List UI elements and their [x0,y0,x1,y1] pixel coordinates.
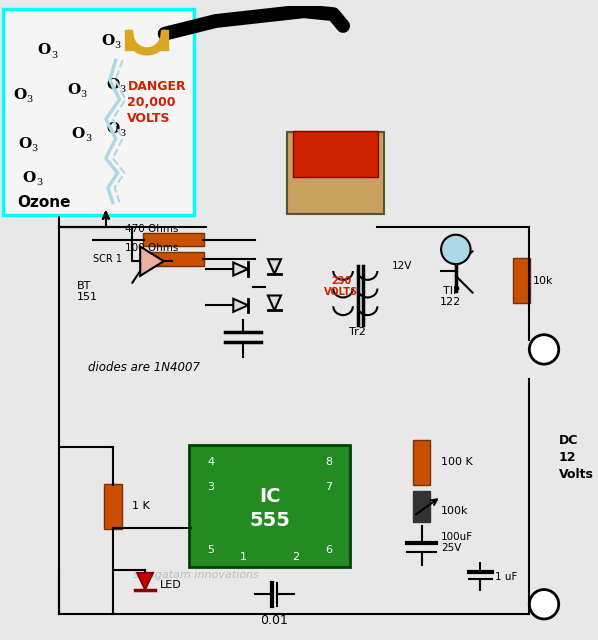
Text: 5: 5 [208,545,214,556]
Text: 12V: 12V [392,261,413,271]
Text: LED: LED [160,580,182,589]
FancyBboxPatch shape [413,440,431,484]
Text: 1 K: 1 K [132,501,150,511]
Text: 3: 3 [114,41,121,50]
Text: O: O [106,122,120,136]
Polygon shape [233,262,248,276]
Polygon shape [137,573,153,589]
FancyBboxPatch shape [287,132,385,214]
Text: Tr2: Tr2 [349,326,366,337]
Text: O: O [106,77,120,92]
Text: DANGER
20,000
VOLTS: DANGER 20,000 VOLTS [127,80,186,125]
Text: 6: 6 [325,545,332,556]
Text: DC
12
Volts: DC 12 Volts [559,434,594,481]
Text: O: O [72,127,85,141]
Circle shape [529,335,559,364]
Text: 0: 0 [539,596,550,612]
Text: 1: 1 [240,552,247,562]
Text: diodes are 1N4007: diodes are 1N4007 [89,360,200,374]
Text: 555: 555 [249,511,290,531]
FancyBboxPatch shape [143,233,204,246]
Text: TIP
122: TIP 122 [440,285,462,307]
FancyBboxPatch shape [293,131,379,177]
Text: 470 Ohms: 470 Ohms [125,224,179,234]
Text: SCR 1: SCR 1 [93,254,122,264]
Text: O: O [101,34,114,47]
Text: 100k: 100k [441,506,469,516]
Text: 4: 4 [207,457,214,467]
Text: +: + [536,340,553,359]
Text: swagatam innovations: swagatam innovations [133,570,259,580]
Polygon shape [140,246,164,276]
FancyBboxPatch shape [143,252,204,266]
Text: O: O [23,171,36,185]
Text: O: O [67,83,80,97]
Text: 3: 3 [36,179,42,188]
Text: 230
VOLTS: 230 VOLTS [324,276,358,298]
Text: O: O [18,136,31,150]
Circle shape [529,589,559,619]
Text: O: O [38,44,51,58]
Text: Ozone: Ozone [18,195,71,210]
Text: 1 uF: 1 uF [495,572,517,582]
Text: 3: 3 [85,134,91,143]
FancyBboxPatch shape [3,9,194,215]
Polygon shape [268,259,281,274]
Polygon shape [268,296,281,310]
Text: 100 Ohms: 100 Ohms [125,243,179,253]
Text: 0.01: 0.01 [261,614,288,627]
Text: 7: 7 [325,482,332,492]
Circle shape [441,235,471,264]
Text: 100uF
25V: 100uF 25V [441,532,473,554]
Text: 10k: 10k [533,276,554,286]
Text: BT
151: BT 151 [77,281,97,302]
Text: O: O [13,88,26,102]
Text: 3: 3 [208,482,214,492]
Text: 3: 3 [26,95,32,104]
Text: IC: IC [259,487,280,506]
FancyBboxPatch shape [104,484,121,529]
Text: 2: 2 [292,552,299,562]
Text: 3: 3 [51,51,57,60]
FancyBboxPatch shape [413,491,431,522]
Text: 3: 3 [120,85,126,94]
Text: 8: 8 [325,457,332,467]
FancyBboxPatch shape [189,445,350,567]
FancyBboxPatch shape [512,259,530,303]
Text: 3: 3 [120,129,126,138]
Text: 100 K: 100 K [441,457,473,467]
Text: 3: 3 [80,90,87,99]
Polygon shape [233,299,248,312]
Text: 3: 3 [31,144,38,153]
